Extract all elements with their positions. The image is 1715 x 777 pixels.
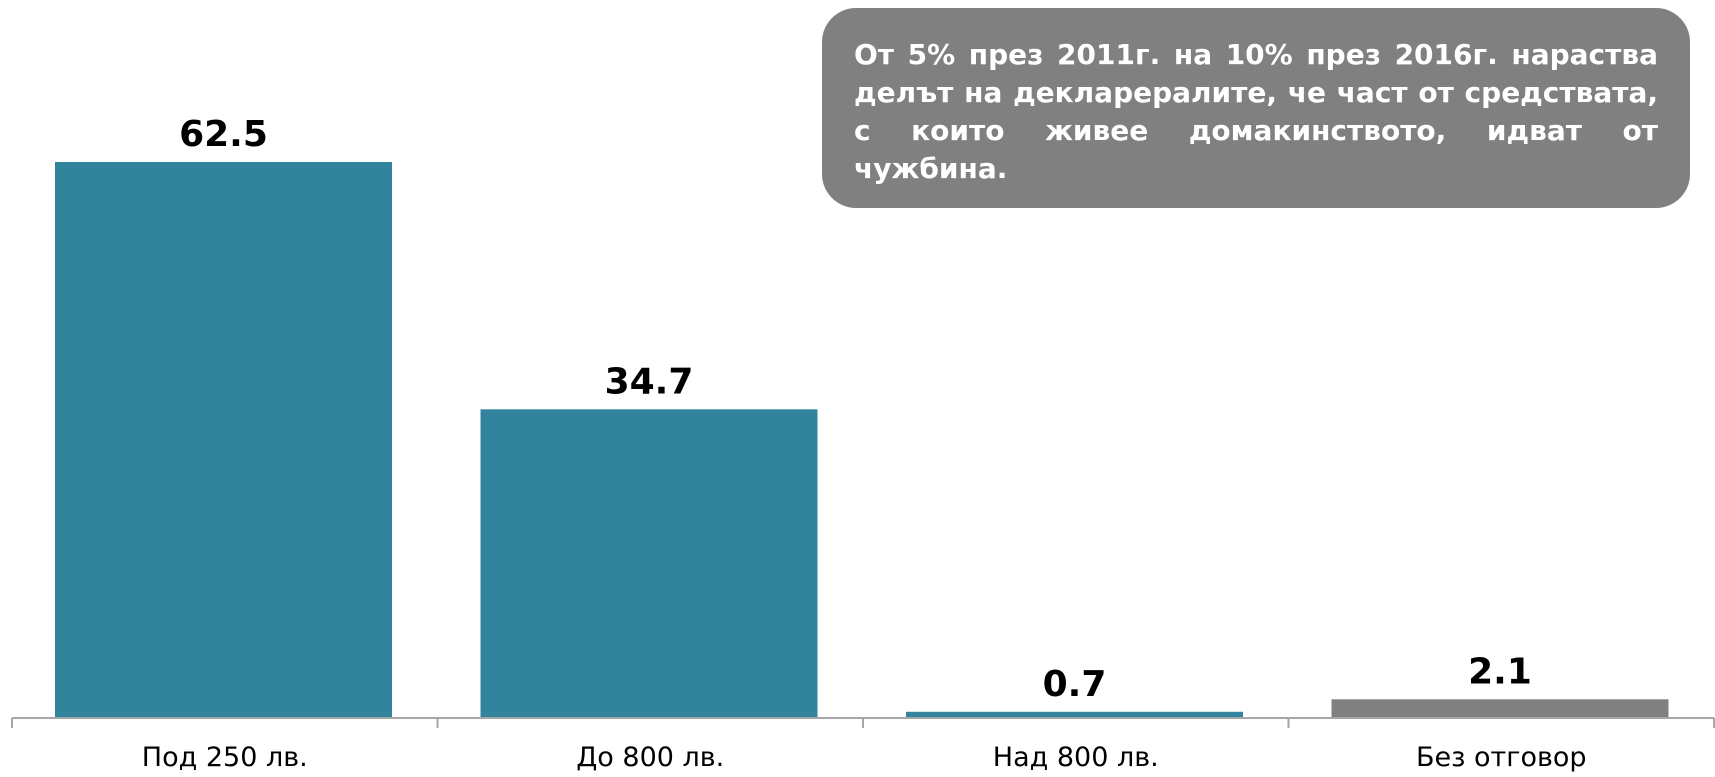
data-label-4: 2.1: [1468, 651, 1532, 692]
data-label-1: 62.5: [179, 114, 268, 155]
data-label-3: 0.7: [1043, 664, 1107, 705]
callout-text: От 5% през 2011г. на 10% през 2016г. нар…: [854, 38, 1658, 185]
x-tick-label-2: До 800 лв.: [576, 742, 724, 773]
x-axis: [11, 717, 1715, 728]
bar-1: [55, 162, 392, 718]
bar-4: [1331, 699, 1669, 718]
bar-2: [480, 409, 818, 718]
x-tick-labels-layer: Под 250 лв. До 800 лв. Над 800 лв. Без отго…: [142, 742, 1587, 773]
x-tick-label-4: Без отговор: [1416, 742, 1587, 773]
data-label-2: 34.7: [605, 361, 694, 402]
bars-layer: [55, 162, 1669, 718]
x-tick-label-1: Под 250 лв.: [142, 742, 308, 773]
value-labels-layer: 62.5 34.7 0.7 2.1: [179, 114, 1532, 705]
x-tick-label-3: Над 800 лв.: [993, 742, 1159, 773]
bar-3: [906, 711, 1243, 718]
callout-box: От 5% през 2011г. на 10% през 2016г. нар…: [822, 8, 1690, 208]
